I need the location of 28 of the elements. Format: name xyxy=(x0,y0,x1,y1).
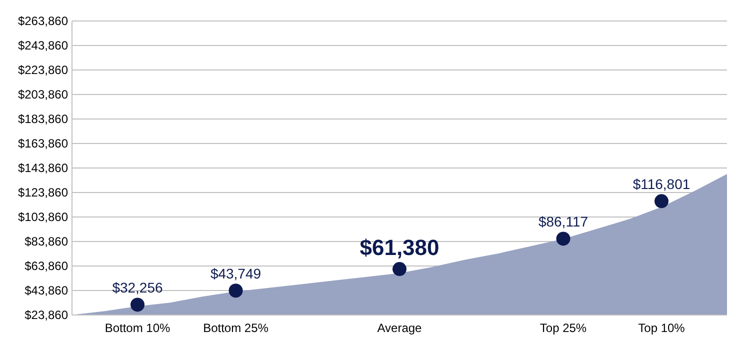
data-label: $61,380 xyxy=(360,235,440,260)
data-label: $32,256 xyxy=(112,280,164,296)
y-tick-label: $83,860 xyxy=(24,234,68,249)
y-tick-label: $123,860 xyxy=(18,186,68,200)
y-tick-label: $243,860 xyxy=(18,38,68,53)
x-tick-label: Bottom 25% xyxy=(203,321,269,335)
data-label: $116,801 xyxy=(632,176,690,192)
x-tick-label: Top 10% xyxy=(638,321,686,335)
y-tick-label: $223,860 xyxy=(18,63,68,78)
x-tick-label: Bottom 10% xyxy=(104,321,171,335)
x-tick-label: Average xyxy=(377,321,422,335)
y-tick-label: $183,860 xyxy=(18,112,68,126)
y-tick-label: $103,860 xyxy=(18,210,68,224)
point xyxy=(556,232,570,246)
y-tick-label: $23,860 xyxy=(24,308,68,322)
y-tick-label: $263,860 xyxy=(18,14,68,28)
point xyxy=(654,194,668,208)
y-tick-label: $143,860 xyxy=(18,161,68,176)
data-label: $86,117 xyxy=(538,214,588,230)
y-tick-label: $43,860 xyxy=(24,284,68,298)
point xyxy=(130,298,144,312)
point xyxy=(392,262,406,276)
data-label: $43,749 xyxy=(210,266,262,282)
x-tick-label: Top 25% xyxy=(540,321,587,335)
y-tick-label: $63,860 xyxy=(24,259,68,274)
point xyxy=(228,284,243,298)
y-tick-label: $163,860 xyxy=(18,136,68,151)
y-tick-label: $203,860 xyxy=(18,88,68,102)
